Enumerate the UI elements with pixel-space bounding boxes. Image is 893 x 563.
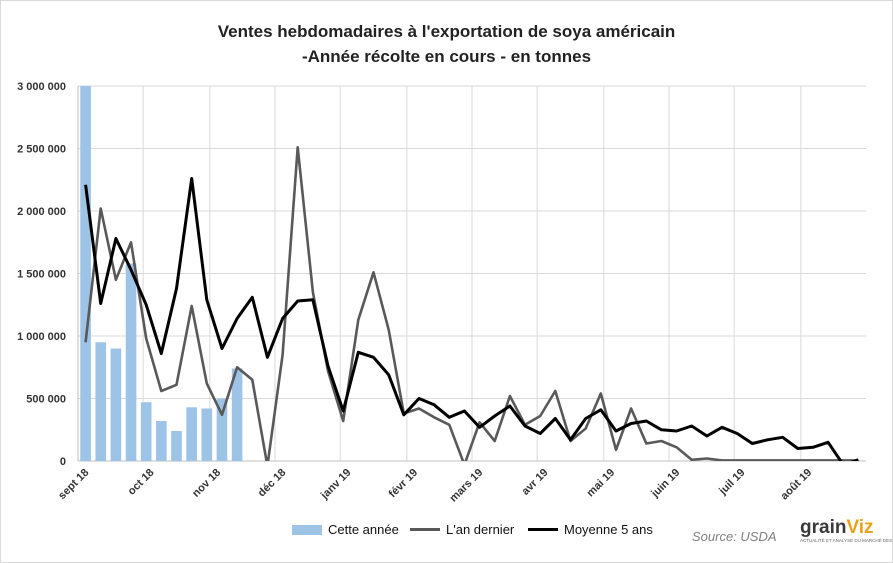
legend-label-this-year: Cette année bbox=[328, 522, 399, 537]
chart-title: Ventes hebdomadaires à l'exportation de … bbox=[217, 22, 676, 41]
bar-this-year bbox=[80, 86, 91, 461]
x-tick-label: août 19 bbox=[779, 467, 815, 503]
legend-label-last-year: L'an dernier bbox=[446, 522, 515, 537]
x-tick-label: déc 18 bbox=[256, 467, 289, 500]
legend-swatch-last-year bbox=[410, 528, 440, 531]
logo-tagline: ACTUALITÉ ET ANALYSE DU MARCHÉ DES GRAIN… bbox=[800, 538, 893, 543]
series-line-last-year bbox=[84, 146, 859, 461]
x-tick-label: janv 19 bbox=[318, 467, 354, 503]
x-tick-label: sept 18 bbox=[56, 467, 91, 502]
logo-part1: grain bbox=[800, 517, 847, 538]
bar-this-year bbox=[156, 421, 167, 461]
bar-this-year bbox=[125, 263, 137, 461]
chart-subtitle: -Année récolte en cours - en tonnes bbox=[301, 47, 592, 66]
y-tick-label: 1 000 000 bbox=[17, 331, 66, 343]
legend-item-avg: Moyenne 5 ans bbox=[528, 522, 653, 537]
x-tick-label: févr 19 bbox=[387, 467, 421, 501]
x-tick-label: mars 19 bbox=[448, 467, 486, 505]
legend-label-avg: Moyenne 5 ans bbox=[564, 522, 653, 537]
x-tick-label: nov 18 bbox=[190, 467, 223, 500]
y-tick-label: 2 000 000 bbox=[17, 206, 66, 218]
bar-this-year bbox=[201, 408, 213, 461]
x-tick-label: avr 19 bbox=[520, 467, 551, 498]
x-tick-label: juil 19 bbox=[716, 467, 747, 498]
legend-item-last-year: L'an dernier bbox=[410, 522, 514, 537]
y-tick-label: 0 bbox=[60, 456, 66, 468]
x-tick-label: mai 19 bbox=[585, 467, 618, 500]
y-tick-label: 1 500 000 bbox=[17, 269, 66, 281]
bar-this-year bbox=[216, 398, 228, 461]
y-tick-label: 500 000 bbox=[26, 394, 66, 406]
legend-swatch-this-year bbox=[292, 524, 322, 535]
bar-this-year bbox=[95, 342, 107, 461]
bar-this-year bbox=[171, 431, 182, 461]
legend-swatch-avg bbox=[528, 528, 558, 531]
source-note: Source: USDA bbox=[692, 529, 777, 544]
x-tick-label: juin 19 bbox=[649, 467, 683, 501]
bar-this-year bbox=[140, 402, 152, 461]
y-tick-label: 2 500 000 bbox=[17, 144, 66, 156]
bar-this-year bbox=[186, 407, 197, 461]
grainviz-logo: grainViz ACTUALITÉ ET ANALYSE DU MARCHÉ … bbox=[800, 517, 893, 548]
series-line-avg bbox=[84, 177, 859, 461]
bar-this-year bbox=[110, 348, 122, 461]
y-tick-label: 3 000 000 bbox=[17, 81, 66, 93]
bar-this-year bbox=[231, 368, 243, 461]
legend-item-this-year: Cette année bbox=[292, 522, 399, 537]
logo-part2: Viz bbox=[846, 517, 874, 538]
x-tick-label: oct 18 bbox=[126, 467, 157, 498]
